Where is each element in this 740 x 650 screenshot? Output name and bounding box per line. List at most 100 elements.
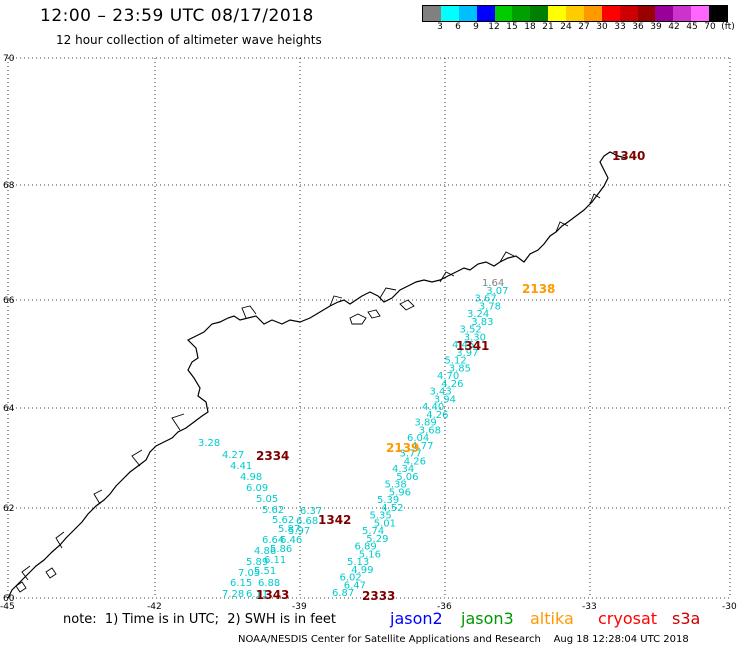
color-scale-label: 6 — [455, 22, 461, 32]
color-scale-label: 15 — [506, 22, 518, 32]
color-scale-label: 30 — [596, 22, 608, 32]
color-swatch — [619, 6, 638, 21]
swh-value-label: 6.11 — [264, 555, 286, 566]
swh-value-label: 6.09 — [246, 483, 268, 494]
coastline-inlets — [21, 193, 601, 581]
swh-value-label: 3.43 — [430, 387, 452, 398]
color-swatch — [637, 6, 656, 21]
swh-value-label: 5.06 — [396, 472, 418, 483]
swh-value-label: 4.27 — [222, 450, 244, 461]
color-swatch — [530, 6, 549, 21]
swh-value-label: 5.05 — [256, 494, 278, 505]
swh-value-label: 6.11 — [246, 589, 268, 600]
legend-altika: altika — [530, 609, 574, 628]
swh-value-label: 5.35 — [370, 511, 392, 522]
pass-time-labels: 1340 2138 1341 2334 2139 1342 1343 2333 — [256, 149, 645, 603]
color-scale-label: 39 — [650, 22, 662, 32]
swh-value-label: 6.87 — [332, 588, 354, 599]
pass-time-label: 2333 — [362, 589, 395, 603]
swh-value-label: 3.89 — [415, 418, 437, 429]
color-scale-labels: 3 6 9 12 15 18 21 24 27 30 33 36 39 42 45 70 (ft) — [422, 22, 735, 34]
color-swatch — [423, 6, 441, 21]
pass-time-label: 1343 — [256, 588, 289, 602]
footer-credit: NOAA/NESDIS Center for Satellite Applica… — [238, 634, 689, 645]
swh-value-label: 3.97 — [456, 348, 478, 359]
swh-value-label: 5.38 — [385, 480, 407, 491]
color-swatch — [440, 6, 459, 21]
swh-value-label: 4.26 — [441, 379, 463, 390]
latitude-tick-label: 66 — [3, 296, 15, 306]
latitude-tick-label: 64 — [3, 404, 15, 414]
swh-value-label: 3.24 — [467, 309, 489, 320]
swh-value-label: 4.26 — [426, 410, 448, 421]
color-swatch — [494, 6, 513, 21]
latitude-tick-label: 68 — [3, 181, 15, 191]
pass-time-label: 2139 — [386, 441, 419, 455]
swh-value-label: 5.86 — [270, 544, 292, 555]
swh-value-label: 4.40 — [422, 402, 444, 413]
swh-value-label: 5.74 — [362, 526, 384, 537]
latitude-tick-label: 60 — [3, 594, 15, 604]
color-swatch — [655, 6, 674, 21]
color-swatch — [601, 6, 620, 21]
color-scale-label: 45 — [686, 22, 698, 32]
legend-s3a: s3a — [672, 609, 701, 628]
swh-value-label: 4.98 — [240, 472, 262, 483]
swh-value-label: 5.62 — [272, 515, 294, 526]
swh-value-label: 6.68 — [296, 516, 318, 527]
swh-value-label: 5.89 — [246, 557, 268, 568]
coastline-islands — [15, 299, 415, 593]
footer-note: note: 1) Time is in UTC; 2) SWH is in fe… — [63, 612, 336, 627]
swh-value-label: 4.86 — [254, 546, 276, 557]
color-scale-label: 3 — [437, 22, 443, 32]
map-subtitle: 12 hour collection of altimeter wave hei… — [56, 33, 322, 47]
swh-value-label: 4.77 — [411, 441, 433, 452]
swh-value-label: 5.39 — [377, 495, 399, 506]
longitude-tick-label: -45 — [0, 602, 15, 612]
swh-value-label: 6.88 — [258, 578, 280, 589]
swh-value-label: 3.30 — [464, 332, 486, 343]
swh-value-label: 5.01 — [374, 518, 396, 529]
swh-observations: 3.284.274.414.986.095.055.625.625.876.64… — [198, 278, 509, 600]
swh-value-label: 5.97 — [288, 526, 310, 537]
swh-value-label: 4.34 — [392, 464, 414, 475]
swh-value-label: 3.85 — [449, 363, 471, 374]
color-swatch — [673, 6, 692, 21]
longitude-tick-label: -39 — [292, 602, 307, 612]
color-swatch — [512, 6, 531, 21]
swh-value-label: 6.15 — [230, 578, 252, 589]
longitude-tick-label: -42 — [147, 602, 162, 612]
latitude-tick-label: 70 — [3, 54, 15, 64]
swh-value-label: 6.46 — [280, 535, 302, 546]
swh-value-label: 3.52 — [460, 325, 482, 336]
legend-jason2: jason2 — [390, 609, 443, 628]
color-scale-label: 9 — [473, 22, 479, 32]
color-scale-label: 42 — [668, 22, 680, 32]
swh-value-label: 6.02 — [340, 573, 362, 584]
color-scale-label: 21 — [542, 22, 554, 32]
longitude-tick-label: -30 — [722, 602, 737, 612]
swh-value-label: 4.41 — [230, 461, 252, 472]
swh-value-label: 5.96 — [389, 487, 411, 498]
pass-time-label: 1341 — [456, 339, 489, 353]
color-swatch — [476, 6, 495, 21]
swh-value-label: 3.68 — [419, 425, 441, 436]
color-swatch — [583, 6, 602, 21]
color-scale-label: 24 — [560, 22, 572, 32]
swh-value-label: 6.37 — [300, 506, 322, 517]
map-title: 12:00 – 23:59 UTC 08/17/2018 — [40, 6, 314, 26]
swh-value-label: 3.28 — [198, 438, 220, 449]
pass-time-label: 1342 — [318, 513, 351, 527]
pass-time-label: 1340 — [612, 149, 645, 163]
longitude-tick-label: -33 — [582, 602, 597, 612]
swh-value-label: 5.29 — [366, 534, 388, 545]
swh-value-label: 1.64 — [482, 278, 504, 289]
greenland-coastline — [7, 151, 627, 599]
swh-value-label: 3.83 — [471, 317, 493, 328]
swh-value-label: 5.51 — [254, 566, 276, 577]
swh-value-label: 7.05 — [238, 568, 260, 579]
swh-value-label: 6.64 — [262, 535, 284, 546]
swh-value-label: 6.89 — [355, 542, 377, 553]
color-scale-label: 18 — [524, 22, 536, 32]
